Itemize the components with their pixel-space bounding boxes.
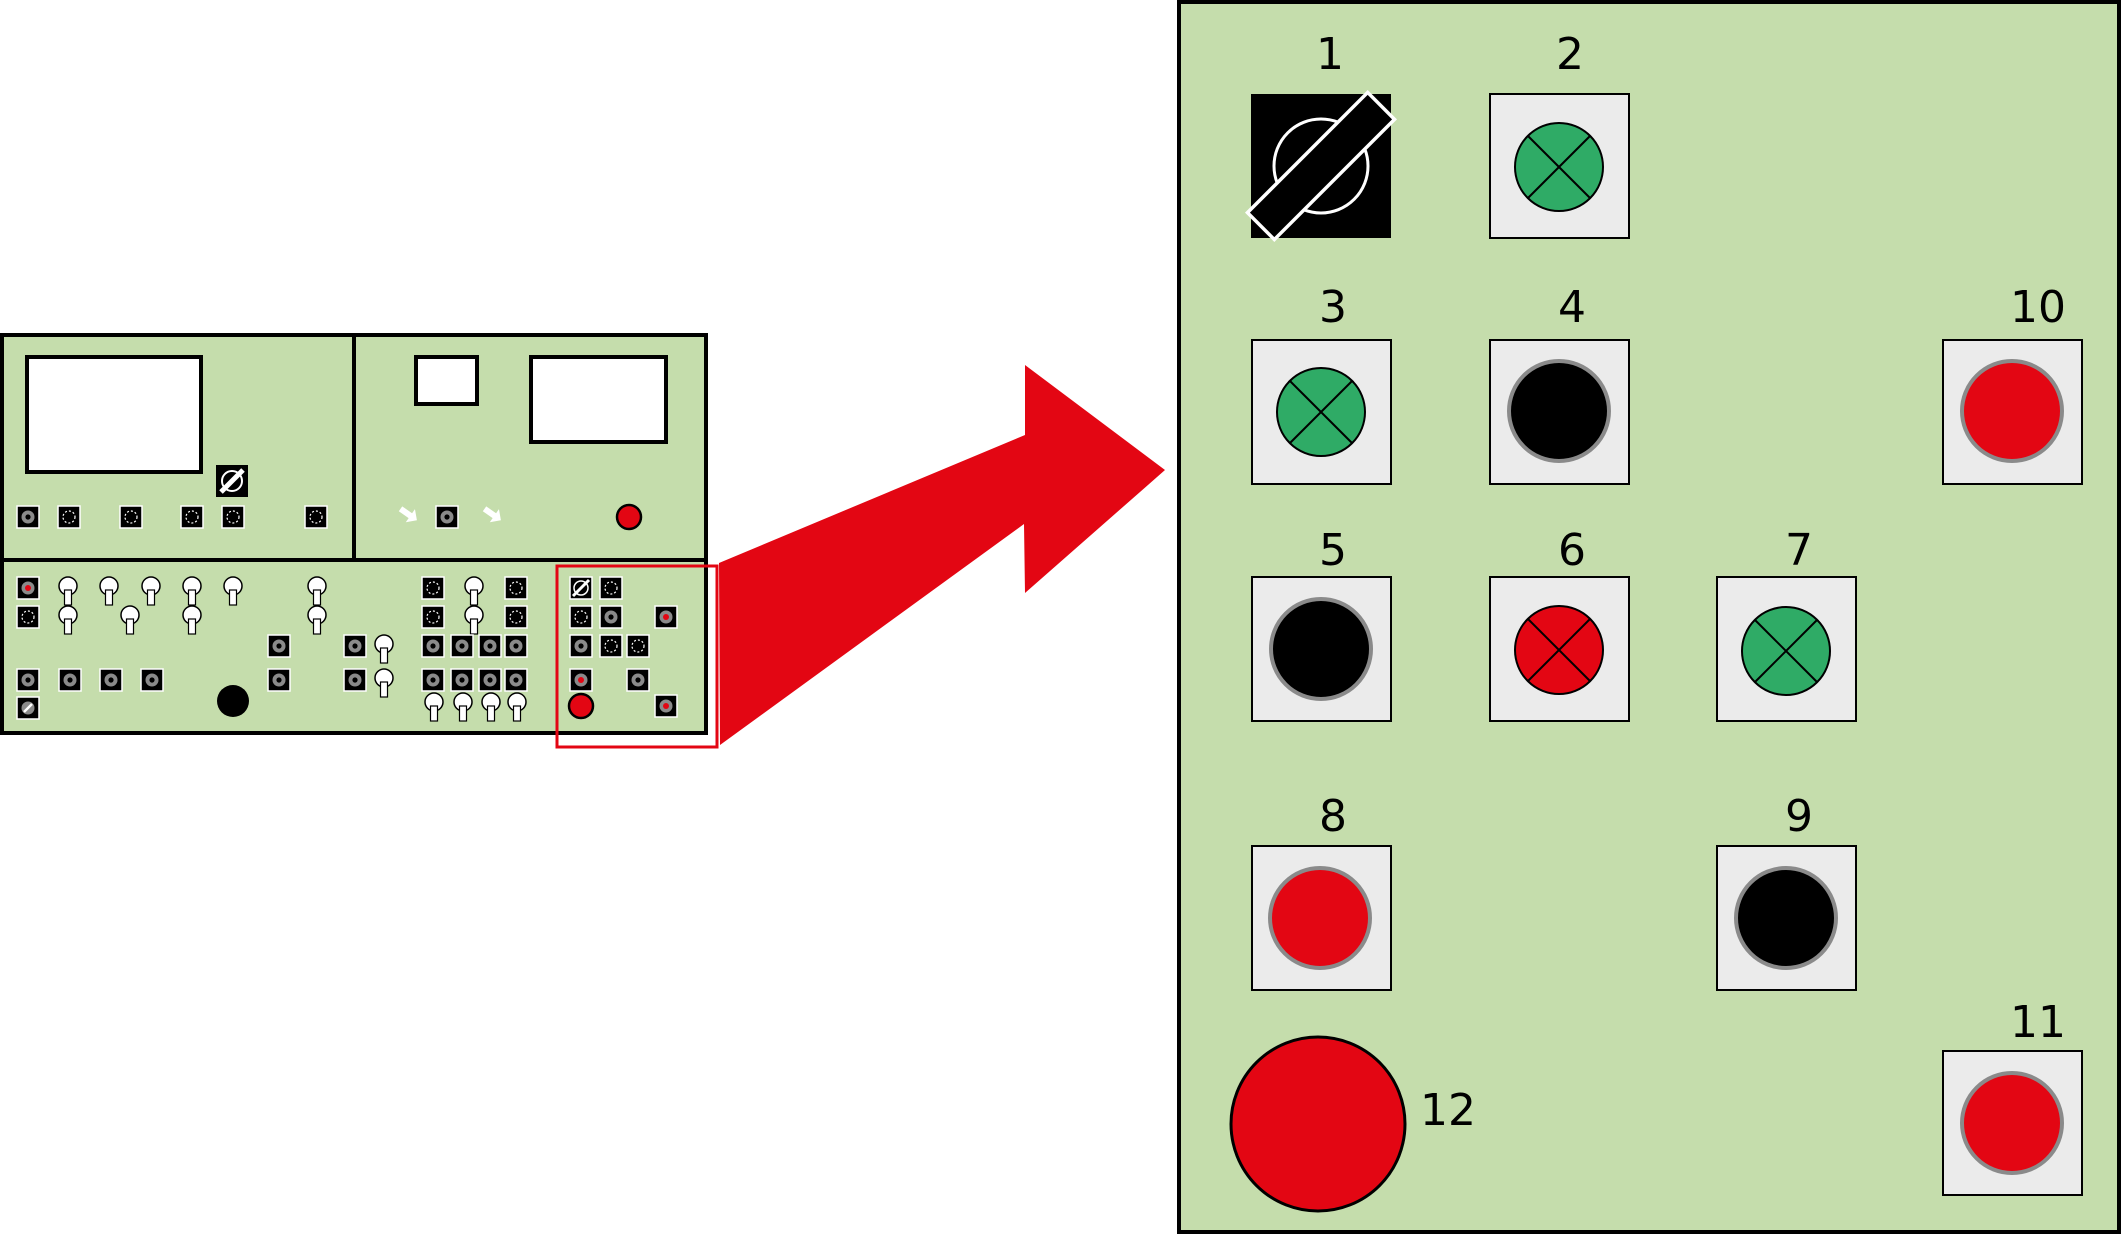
emergency-stop-icon (1229, 1035, 1407, 1213)
console-red-lamp (615, 503, 643, 531)
green-lamp-icon (1276, 367, 1366, 457)
console-screen-right (529, 355, 668, 444)
console-screen-small (414, 355, 479, 406)
red-lamp-icon (1514, 605, 1604, 695)
zoom-arrow (719, 365, 1165, 745)
item-4-label: 4 (1558, 282, 1586, 333)
green-lamp-icon (1741, 606, 1831, 696)
item-1-label: 1 (1316, 29, 1344, 80)
overview-console (0, 333, 719, 749)
black-button-icon (1507, 359, 1611, 463)
item-3-green-lamp: 3 (1251, 282, 1392, 485)
item-10-label: 10 (2010, 282, 2066, 333)
item-10-red-button: 10 (1942, 282, 2083, 485)
item-11-red-button: 11 (1942, 997, 2083, 1196)
item-4-black-button: 4 (1489, 282, 1630, 485)
red-button-icon (1268, 866, 1372, 970)
item-12-emergency-stop: 12 (1229, 1035, 1476, 1213)
console-black-knob (217, 685, 249, 717)
item-5-black-button: 5 (1251, 525, 1392, 722)
detail-panel: 1 2 3 (1177, 0, 2121, 1234)
selection-highlight-box (555, 564, 719, 749)
item-2-label: 2 (1556, 29, 1584, 80)
item-7-label: 7 (1785, 525, 1813, 576)
item-9-black-button: 9 (1716, 791, 1857, 991)
red-button-icon (1960, 1071, 2064, 1175)
black-button-icon (1269, 597, 1373, 701)
item-11-label: 11 (2010, 997, 2066, 1048)
console-key-switch-icon (216, 465, 248, 497)
item-1-key-switch: 1 (1244, 29, 1398, 243)
console-screen-main (25, 355, 203, 474)
item-8-label: 8 (1319, 791, 1347, 842)
red-button-icon (1960, 359, 2064, 463)
green-lamp-icon (1514, 122, 1604, 212)
item-12-label: 12 (1420, 1085, 1476, 1136)
console-highlighted-section (567, 576, 678, 720)
console-lower-left-buttons (16, 576, 394, 720)
key-switch-icon (1244, 89, 1398, 243)
item-9-label: 9 (1785, 791, 1813, 842)
console-upper-buttons (16, 502, 643, 531)
black-button-icon (1734, 866, 1838, 970)
item-5-label: 5 (1319, 525, 1347, 576)
item-7-green-lamp: 7 (1716, 525, 1857, 722)
item-6-label: 6 (1558, 525, 1586, 576)
item-3-label: 3 (1319, 282, 1347, 333)
item-2-green-lamp: 2 (1489, 29, 1630, 239)
item-8-red-button: 8 (1251, 791, 1392, 991)
item-6-red-lamp: 6 (1489, 525, 1630, 722)
